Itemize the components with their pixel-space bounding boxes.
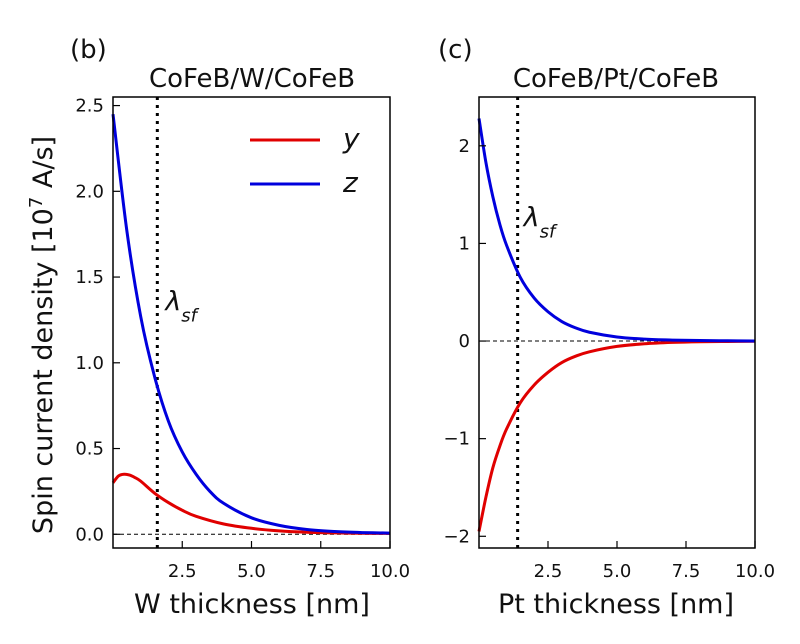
panel-c-series-z [477, 118, 756, 343]
panel-c-plot: 2.5 5.0 7.5 10.0 −2 −1 0 1 2 λsf [443, 96, 775, 582]
panel-b-x-tick-label: 2.5 [168, 561, 197, 582]
legend-label-y: y [342, 122, 360, 155]
panel-c-lambda-symbol: λ [522, 203, 540, 234]
panel-c-title: CoFeB/Pt/CoFeB [513, 64, 719, 94]
panel-c-label: (c) [438, 35, 473, 65]
panel-b-label: (b) [70, 35, 107, 65]
panel-b-y-tick-label: 1.5 [75, 267, 104, 288]
panel-c-lambda-annotation: λsf [522, 203, 558, 243]
panel-b-y-tick-label: 0.5 [75, 439, 104, 460]
panel-b: (b) CoFeB/W/CoFeB W thickness [nm] 2.5 5.… [70, 35, 410, 620]
panel-b-x-tick-label: 10.0 [370, 561, 410, 582]
panel-c-x-tick-label: 2.5 [534, 561, 563, 582]
y-axis-label-unit: A/s] [28, 136, 59, 197]
panel-c-y-tick-label: −2 [443, 526, 470, 547]
panel-b-y-tick-label: 1.0 [75, 353, 104, 374]
panel-b-title: CoFeB/W/CoFeB [149, 64, 355, 94]
panel-b-lambda-subscript: sf [181, 305, 199, 326]
panel-b-y-tick-label: 2.5 [75, 96, 104, 117]
panel-c-y-tick-label: 0 [459, 331, 470, 352]
legend: y z [250, 122, 360, 199]
panel-c-y-tick-label: 2 [459, 136, 470, 157]
panel-b-y-tick-label: 0.0 [75, 524, 104, 545]
legend-label-z: z [342, 166, 359, 199]
panel-b-lambda-annotation: λsf [163, 287, 199, 327]
y-axis-label-exponent: 7 [26, 197, 47, 208]
y-axis-label-main: Spin current density [10 [28, 208, 59, 534]
panel-b-x-tick-label: 7.5 [306, 561, 335, 582]
panel-b-lambda-symbol: λ [163, 287, 181, 318]
panel-b-series-z [111, 113, 391, 535]
panel-c-y-tick-label: 1 [459, 233, 470, 254]
panel-c-x-tick-label: 5.0 [603, 561, 632, 582]
panel-b-plot: 2.5 5.0 7.5 10.0 0.0 0.5 1.0 1.5 2.0 2.5 λsf [75, 96, 410, 582]
panel-c-frame [478, 96, 756, 549]
panel-c-y-tick-label: −1 [443, 429, 470, 450]
panel-c-x-axis-label: Pt thickness [nm] [498, 589, 734, 620]
panel-b-series-y [111, 472, 391, 535]
panel-b-y-tick-label: 2.0 [75, 181, 104, 202]
panel-b-frame [112, 96, 391, 549]
panel-c-x-tick-label: 10.0 [735, 561, 775, 582]
panel-c-x-tick-label: 7.5 [672, 561, 701, 582]
panel-b-x-axis-label: W thickness [nm] [134, 589, 370, 620]
panel-b-x-tick-label: 5.0 [237, 561, 266, 582]
panel-c-series-y [477, 339, 756, 532]
y-axis-label: Spin current density [107 A/s] [26, 136, 60, 534]
panel-c-lambda-subscript: sf [540, 221, 558, 242]
panel-c: (c) CoFeB/Pt/CoFeB Pt thickness [nm] 2.5… [438, 35, 775, 620]
